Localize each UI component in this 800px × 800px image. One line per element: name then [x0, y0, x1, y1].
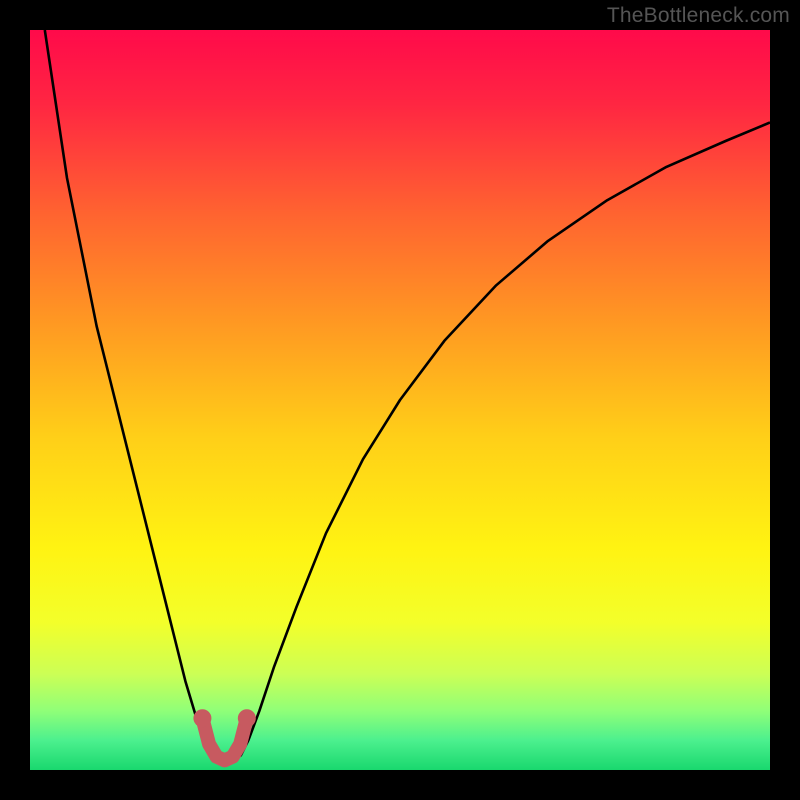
dip-endpoint-right-icon [238, 709, 256, 727]
dip-endpoint-left-icon [193, 709, 211, 727]
watermark-text: TheBottleneck.com [607, 4, 790, 28]
bottleneck-chart [30, 30, 770, 770]
chart-svg [30, 30, 770, 770]
